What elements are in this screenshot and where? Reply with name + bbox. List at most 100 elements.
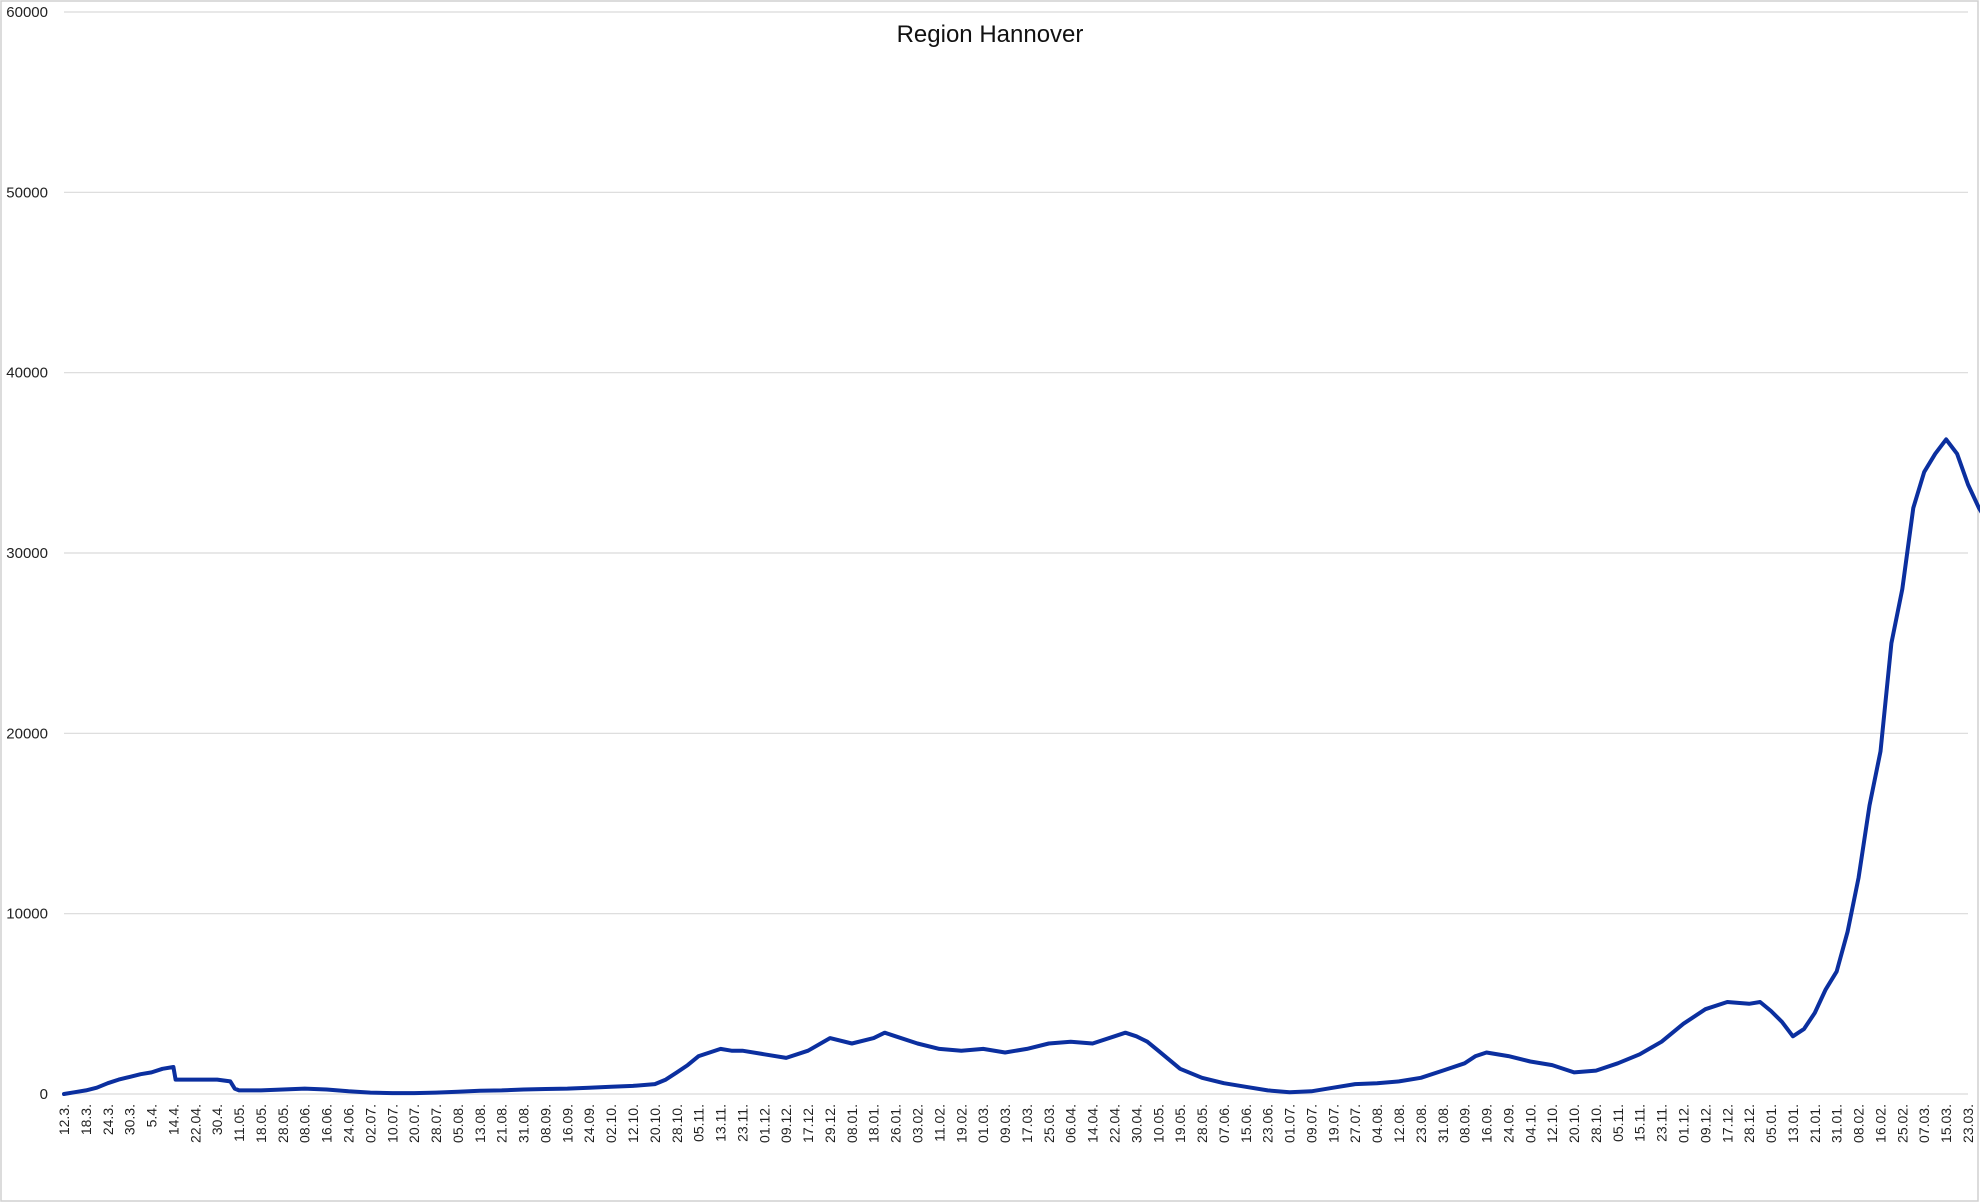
gridlines — [64, 11, 1968, 1095]
x-tick-label: 30.3. — [122, 1104, 138, 1135]
y-tick-label: 20000 — [6, 725, 48, 742]
series-line — [62, 437, 1980, 1096]
x-tick-label: 22.04. — [187, 1104, 203, 1143]
x-tick-label: 01.07. — [1282, 1104, 1298, 1143]
y-tick-label: 10000 — [6, 906, 48, 923]
y-tick-label: 0 — [40, 1086, 48, 1103]
x-tick-label: 24.3. — [100, 1104, 116, 1135]
x-tick-label: 15.11. — [1632, 1104, 1648, 1142]
x-tick-label: 07.03. — [1916, 1104, 1932, 1143]
x-tick-label: 18.01. — [866, 1104, 882, 1143]
x-tick-label: 13.11. — [713, 1104, 729, 1142]
x-tick-label: 11.05. — [231, 1104, 247, 1142]
x-tick-label: 01.03. — [975, 1104, 991, 1143]
x-tick-label: 23.11. — [1654, 1104, 1670, 1142]
x-tick-label: 05.01. — [1763, 1104, 1779, 1143]
x-tick-label: 09.12. — [778, 1104, 794, 1143]
x-axis-ticks: 12.3. 18.3. 24.3. 30.3. 5.4. 14.4. 22.04. 30.4.… — [56, 1104, 1976, 1143]
y-tick-label: 60000 — [6, 4, 48, 21]
series-layer — [62, 437, 1980, 1096]
x-tick-label: 04.10. — [1522, 1104, 1538, 1143]
x-tick-label: 21.08. — [494, 1104, 510, 1143]
x-tick-label: 21.01. — [1807, 1104, 1823, 1143]
x-tick-label: 17.12. — [800, 1104, 816, 1143]
x-tick-label: 19.07. — [1325, 1104, 1341, 1143]
x-tick-label: 20.07. — [406, 1104, 422, 1143]
x-tick-label: 31.08. — [516, 1104, 532, 1143]
x-tick-label: 18.05. — [253, 1104, 269, 1143]
x-tick-label: 28.05. — [1194, 1104, 1210, 1143]
x-tick-label: 28.05. — [275, 1104, 291, 1143]
x-tick-label: 16.06. — [319, 1104, 335, 1143]
x-tick-label: 5.4. — [144, 1104, 160, 1127]
x-tick-label: 04.08. — [1369, 1104, 1385, 1143]
x-tick-label: 08.09. — [1457, 1104, 1473, 1143]
x-tick-label: 20.10. — [1566, 1104, 1582, 1143]
x-tick-label: 11.02. — [931, 1104, 947, 1142]
x-tick-label: 17.03. — [1019, 1104, 1035, 1143]
x-tick-label: 24.09. — [1500, 1104, 1516, 1143]
x-tick-label: 13.08. — [472, 1104, 488, 1143]
x-tick-label: 28.10. — [669, 1104, 685, 1143]
x-tick-label: 28.10. — [1588, 1104, 1604, 1143]
x-tick-label: 19.02. — [953, 1104, 969, 1143]
x-tick-label: 17.12. — [1719, 1104, 1735, 1143]
x-tick-label: 15.03. — [1938, 1104, 1954, 1143]
x-tick-label: 10.05. — [1150, 1104, 1166, 1143]
x-tick-label: 09.07. — [1303, 1104, 1319, 1143]
x-tick-label: 16.02. — [1872, 1104, 1888, 1143]
x-tick-label: 05.11. — [1610, 1104, 1626, 1142]
x-tick-label: 14.04. — [1085, 1104, 1101, 1143]
chart-title: Region Hannover — [897, 21, 1084, 48]
x-tick-label: 06.04. — [1063, 1104, 1079, 1143]
x-tick-label: 08.01. — [844, 1104, 860, 1143]
x-tick-label: 10.07. — [384, 1104, 400, 1143]
x-tick-label: 25.02. — [1894, 1104, 1910, 1143]
x-tick-label: 24.06. — [341, 1104, 357, 1143]
x-tick-label: 09.12. — [1697, 1104, 1713, 1143]
x-tick-label: 27.07. — [1347, 1104, 1363, 1143]
x-tick-label: 23.08. — [1413, 1104, 1429, 1143]
x-tick-label: 20.10. — [647, 1104, 663, 1143]
x-tick-label: 23.03. — [1960, 1104, 1976, 1143]
x-tick-label: 16.09. — [559, 1104, 575, 1143]
y-tick-label: 40000 — [6, 365, 48, 382]
x-tick-label: 30.04. — [1128, 1104, 1144, 1143]
x-tick-label: 31.01. — [1829, 1104, 1845, 1143]
x-tick-label: 28.12. — [1741, 1104, 1757, 1143]
x-tick-label: 12.10. — [1544, 1104, 1560, 1143]
x-tick-label: 12.08. — [1391, 1104, 1407, 1143]
x-tick-label: 25.03. — [1041, 1104, 1057, 1143]
y-tick-label: 30000 — [6, 545, 48, 562]
x-tick-label: 19.05. — [1172, 1104, 1188, 1143]
x-tick-label: 18.3. — [78, 1104, 94, 1135]
x-tick-label: 24.09. — [581, 1104, 597, 1143]
x-tick-label: 14.4. — [165, 1104, 181, 1135]
x-tick-label: 12.3. — [56, 1104, 72, 1135]
x-tick-label: 22.04. — [1106, 1104, 1122, 1143]
x-tick-label: 01.12. — [756, 1104, 772, 1143]
x-tick-label: 02.10. — [603, 1104, 619, 1143]
x-tick-label: 09.03. — [997, 1104, 1013, 1143]
y-axis-ticks: 0 10000 20000 30000 40000 50000 60000 — [6, 4, 48, 1103]
x-tick-label: 07.06. — [1216, 1104, 1232, 1143]
x-tick-label: 08.09. — [537, 1104, 553, 1143]
x-tick-label: 31.08. — [1435, 1104, 1451, 1143]
x-tick-label: 16.09. — [1479, 1104, 1495, 1143]
x-tick-label: 08.02. — [1851, 1104, 1867, 1143]
x-tick-label: 03.02. — [910, 1104, 926, 1143]
x-tick-label: 05.08. — [450, 1104, 466, 1143]
y-tick-label: 50000 — [6, 184, 48, 201]
x-tick-label: 12.10. — [625, 1104, 641, 1143]
x-tick-label: 28.07. — [428, 1104, 444, 1143]
x-tick-label: 29.12. — [822, 1104, 838, 1143]
x-tick-label: 30.4. — [209, 1104, 225, 1135]
x-tick-label: 23.11. — [734, 1104, 750, 1142]
x-tick-label: 26.01. — [888, 1104, 904, 1143]
x-tick-label: 13.01. — [1785, 1104, 1801, 1143]
x-tick-label: 15.06. — [1238, 1104, 1254, 1143]
x-tick-label: 08.06. — [297, 1104, 313, 1143]
x-tick-label: 05.11. — [691, 1104, 707, 1142]
